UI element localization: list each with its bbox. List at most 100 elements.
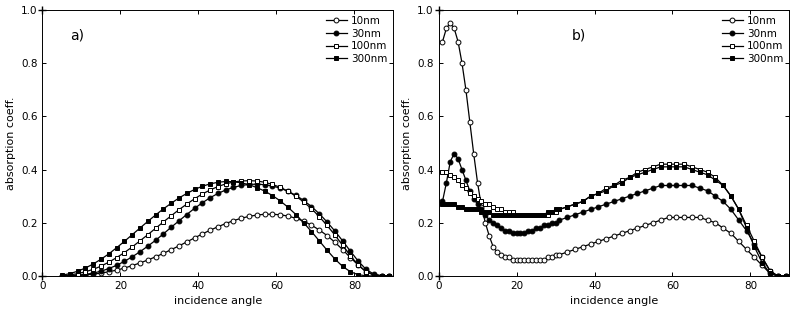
- Y-axis label: absorption coeff.: absorption coeff.: [401, 96, 412, 190]
- 100nm: [516, 213, 525, 217]
- 300nm: [112, 246, 122, 250]
- 300nm: [773, 274, 782, 278]
- 100nm: [190, 197, 200, 201]
- 10nm: [221, 222, 231, 226]
- 10nm: [158, 251, 168, 255]
- 10nm: [283, 214, 293, 218]
- 100nm: [338, 244, 347, 247]
- 100nm: [291, 194, 301, 198]
- 300nm: [96, 257, 106, 261]
- 10nm: [73, 274, 83, 277]
- 300nm: [213, 180, 223, 184]
- 300nm: [57, 273, 67, 277]
- 30nm: [104, 267, 114, 271]
- 10nm: [520, 258, 529, 262]
- 30nm: [80, 273, 90, 276]
- 300nm: [516, 213, 525, 217]
- 30nm: [119, 260, 129, 263]
- 100nm: [322, 224, 332, 227]
- 30nm: [182, 213, 192, 217]
- 30nm: [781, 274, 790, 278]
- 100nm: [73, 272, 83, 275]
- 10nm: [773, 274, 782, 278]
- 100nm: [88, 267, 98, 271]
- X-axis label: incidence angle: incidence angle: [570, 296, 658, 306]
- 300nm: [385, 274, 394, 278]
- 100nm: [268, 183, 277, 186]
- 300nm: [221, 180, 231, 183]
- 10nm: [190, 236, 200, 240]
- 300nm: [609, 183, 619, 187]
- 300nm: [781, 274, 790, 278]
- 100nm: [229, 180, 238, 184]
- Line: 30nm: 30nm: [440, 151, 788, 278]
- 100nm: [119, 251, 129, 255]
- 300nm: [190, 188, 200, 191]
- 30nm: [307, 205, 316, 208]
- 100nm: [656, 162, 665, 166]
- 30nm: [237, 183, 246, 187]
- 100nm: [197, 192, 207, 196]
- 100nm: [315, 215, 324, 218]
- 10nm: [237, 216, 246, 220]
- 30nm: [369, 272, 378, 276]
- 30nm: [330, 229, 339, 233]
- 100nm: [104, 260, 114, 264]
- 300nm: [135, 226, 145, 230]
- 100nm: [205, 188, 215, 192]
- 100nm: [781, 274, 790, 278]
- 300nm: [182, 192, 192, 195]
- 100nm: [252, 179, 262, 183]
- Legend: 10nm, 30nm, 100nm, 300nm: 10nm, 30nm, 100nm, 300nm: [323, 13, 390, 67]
- 10nm: [151, 255, 161, 259]
- Y-axis label: absorption coeff.: absorption coeff.: [6, 96, 16, 190]
- 300nm: [244, 183, 254, 187]
- 10nm: [104, 270, 114, 274]
- 100nm: [80, 270, 90, 274]
- 30nm: [516, 232, 525, 235]
- 300nm: [143, 220, 153, 223]
- 100nm: [438, 170, 448, 174]
- 100nm: [773, 274, 782, 278]
- 300nm: [158, 207, 168, 211]
- 30nm: [221, 188, 231, 192]
- Text: a): a): [71, 28, 84, 42]
- 300nm: [369, 274, 378, 278]
- 10nm: [385, 274, 394, 278]
- 10nm: [205, 228, 215, 232]
- 100nm: [174, 208, 184, 212]
- 10nm: [307, 223, 316, 227]
- 300nm: [260, 189, 270, 193]
- 30nm: [151, 238, 161, 242]
- 300nm: [299, 221, 308, 225]
- 100nm: [65, 273, 75, 277]
- 10nm: [346, 256, 355, 260]
- 30nm: [481, 213, 491, 217]
- Line: 300nm: 300nm: [60, 179, 392, 278]
- 100nm: [496, 207, 506, 211]
- 300nm: [338, 265, 347, 268]
- 100nm: [213, 185, 223, 188]
- 300nm: [322, 248, 332, 252]
- 30nm: [88, 271, 98, 275]
- 10nm: [135, 261, 145, 265]
- 300nm: [104, 252, 114, 256]
- 10nm: [88, 272, 98, 276]
- 300nm: [377, 274, 386, 278]
- Line: 100nm: 100nm: [440, 162, 788, 278]
- 100nm: [182, 202, 192, 206]
- 30nm: [158, 232, 168, 236]
- 100nm: [369, 273, 378, 277]
- 300nm: [80, 266, 90, 270]
- 30nm: [315, 212, 324, 216]
- Text: b): b): [572, 28, 586, 42]
- 300nm: [283, 205, 293, 209]
- 100nm: [237, 179, 246, 183]
- 300nm: [151, 213, 161, 217]
- 100nm: [504, 210, 514, 214]
- 300nm: [174, 196, 184, 200]
- 300nm: [477, 210, 487, 214]
- 30nm: [96, 269, 106, 273]
- 10nm: [252, 213, 262, 217]
- Legend: 10nm, 30nm, 100nm, 300nm: 10nm, 30nm, 100nm, 300nm: [719, 13, 786, 67]
